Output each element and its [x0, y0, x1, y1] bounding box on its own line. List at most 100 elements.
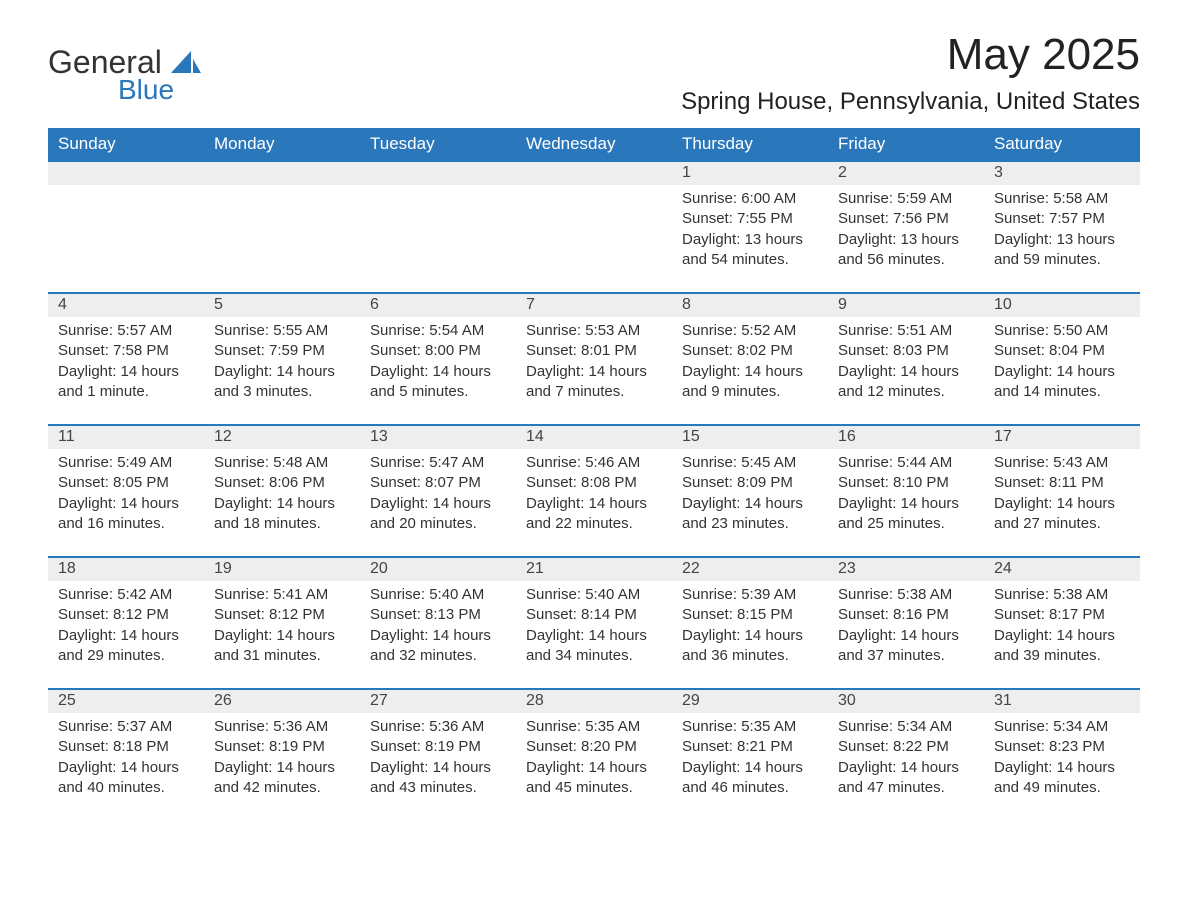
weekday-header: Saturday: [984, 128, 1140, 161]
sunrise-text: Sunrise: 5:48 AM: [214, 453, 350, 473]
day-number-cell: 21: [516, 557, 672, 581]
sunset-text: Sunset: 8:14 PM: [526, 605, 662, 625]
dl1-text: Daylight: 14 hours: [58, 494, 194, 514]
day-number-cell: 8: [672, 293, 828, 317]
sunrise-text: Sunrise: 5:54 AM: [370, 321, 506, 341]
dl1-text: Daylight: 14 hours: [526, 362, 662, 382]
sunrise-text: Sunrise: 5:52 AM: [682, 321, 818, 341]
dl1-text: Daylight: 14 hours: [58, 758, 194, 778]
dl2-text: and 40 minutes.: [58, 778, 194, 798]
weekday-header: Tuesday: [360, 128, 516, 161]
month-title: May 2025: [681, 30, 1140, 80]
day-detail-cell: Sunrise: 5:38 AMSunset: 8:17 PMDaylight:…: [984, 581, 1140, 689]
daynum-row: 18192021222324: [48, 557, 1140, 581]
detail-row: Sunrise: 5:42 AMSunset: 8:12 PMDaylight:…: [48, 581, 1140, 689]
day-detail-cell: Sunrise: 5:34 AMSunset: 8:23 PMDaylight:…: [984, 713, 1140, 821]
dl1-text: Daylight: 14 hours: [838, 362, 974, 382]
day-detail-cell: Sunrise: 5:48 AMSunset: 8:06 PMDaylight:…: [204, 449, 360, 557]
dl2-text: and 3 minutes.: [214, 382, 350, 402]
sunrise-text: Sunrise: 5:34 AM: [838, 717, 974, 737]
dl2-text: and 25 minutes.: [838, 514, 974, 534]
day-number-cell: 4: [48, 293, 204, 317]
day-number-cell: 23: [828, 557, 984, 581]
day-detail-cell: Sunrise: 6:00 AMSunset: 7:55 PMDaylight:…: [672, 185, 828, 293]
dl2-text: and 29 minutes.: [58, 646, 194, 666]
sunrise-text: Sunrise: 5:34 AM: [994, 717, 1130, 737]
day-detail-cell: Sunrise: 5:36 AMSunset: 8:19 PMDaylight:…: [204, 713, 360, 821]
sunrise-text: Sunrise: 5:59 AM: [838, 189, 974, 209]
sail-icon: [171, 46, 201, 78]
day-number-cell: 6: [360, 293, 516, 317]
sunset-text: Sunset: 8:21 PM: [682, 737, 818, 757]
sunset-text: Sunset: 8:23 PM: [994, 737, 1130, 757]
dl1-text: Daylight: 14 hours: [526, 626, 662, 646]
sunrise-text: Sunrise: 5:55 AM: [214, 321, 350, 341]
sunrise-text: Sunrise: 5:53 AM: [526, 321, 662, 341]
sunset-text: Sunset: 8:04 PM: [994, 341, 1130, 361]
dl2-text: and 31 minutes.: [214, 646, 350, 666]
dl2-text: and 14 minutes.: [994, 382, 1130, 402]
sunset-text: Sunset: 7:56 PM: [838, 209, 974, 229]
daynum-row: 45678910: [48, 293, 1140, 317]
dl1-text: Daylight: 14 hours: [682, 362, 818, 382]
dl2-text: and 47 minutes.: [838, 778, 974, 798]
sunrise-text: Sunrise: 5:37 AM: [58, 717, 194, 737]
day-number-cell: 22: [672, 557, 828, 581]
dl2-text: and 45 minutes.: [526, 778, 662, 798]
sunrise-text: Sunrise: 5:36 AM: [214, 717, 350, 737]
dl2-text: and 36 minutes.: [682, 646, 818, 666]
day-number-cell: 27: [360, 689, 516, 713]
dl1-text: Daylight: 14 hours: [994, 626, 1130, 646]
sunrise-text: Sunrise: 6:00 AM: [682, 189, 818, 209]
dl2-text: and 16 minutes.: [58, 514, 194, 534]
calendar-body: 123Sunrise: 6:00 AMSunset: 7:55 PMDaylig…: [48, 161, 1140, 821]
dl1-text: Daylight: 14 hours: [682, 494, 818, 514]
dl2-text: and 27 minutes.: [994, 514, 1130, 534]
detail-row: Sunrise: 5:57 AMSunset: 7:58 PMDaylight:…: [48, 317, 1140, 425]
dl2-text: and 22 minutes.: [526, 514, 662, 534]
day-number-cell: [204, 161, 360, 185]
dl2-text: and 49 minutes.: [994, 778, 1130, 798]
sunset-text: Sunset: 8:18 PM: [58, 737, 194, 757]
daynum-row: 123: [48, 161, 1140, 185]
day-detail-cell: Sunrise: 5:41 AMSunset: 8:12 PMDaylight:…: [204, 581, 360, 689]
day-detail-cell: Sunrise: 5:53 AMSunset: 8:01 PMDaylight:…: [516, 317, 672, 425]
day-number-cell: 12: [204, 425, 360, 449]
day-detail-cell: Sunrise: 5:55 AMSunset: 7:59 PMDaylight:…: [204, 317, 360, 425]
dl2-text: and 59 minutes.: [994, 250, 1130, 270]
dl1-text: Daylight: 14 hours: [994, 494, 1130, 514]
dl2-text: and 56 minutes.: [838, 250, 974, 270]
day-number-cell: [360, 161, 516, 185]
dl1-text: Daylight: 14 hours: [370, 758, 506, 778]
weekday-header: Friday: [828, 128, 984, 161]
day-number-cell: 24: [984, 557, 1140, 581]
sunset-text: Sunset: 8:22 PM: [838, 737, 974, 757]
sunset-text: Sunset: 8:02 PM: [682, 341, 818, 361]
day-number-cell: 11: [48, 425, 204, 449]
day-detail-cell: Sunrise: 5:46 AMSunset: 8:08 PMDaylight:…: [516, 449, 672, 557]
sunset-text: Sunset: 8:20 PM: [526, 737, 662, 757]
dl1-text: Daylight: 14 hours: [838, 494, 974, 514]
sunset-text: Sunset: 8:15 PM: [682, 605, 818, 625]
day-number-cell: 5: [204, 293, 360, 317]
day-detail-cell: [360, 185, 516, 293]
detail-row: Sunrise: 6:00 AMSunset: 7:55 PMDaylight:…: [48, 185, 1140, 293]
sunset-text: Sunset: 8:06 PM: [214, 473, 350, 493]
dl1-text: Daylight: 14 hours: [214, 362, 350, 382]
sunset-text: Sunset: 7:58 PM: [58, 341, 194, 361]
day-detail-cell: [48, 185, 204, 293]
day-detail-cell: Sunrise: 5:36 AMSunset: 8:19 PMDaylight:…: [360, 713, 516, 821]
dl1-text: Daylight: 14 hours: [526, 494, 662, 514]
day-detail-cell: Sunrise: 5:47 AMSunset: 8:07 PMDaylight:…: [360, 449, 516, 557]
sunset-text: Sunset: 8:16 PM: [838, 605, 974, 625]
sunrise-text: Sunrise: 5:45 AM: [682, 453, 818, 473]
sunset-text: Sunset: 8:19 PM: [214, 737, 350, 757]
sunrise-text: Sunrise: 5:44 AM: [838, 453, 974, 473]
weekday-header: Thursday: [672, 128, 828, 161]
dl2-text: and 9 minutes.: [682, 382, 818, 402]
sunset-text: Sunset: 8:00 PM: [370, 341, 506, 361]
day-number-cell: 26: [204, 689, 360, 713]
sunrise-text: Sunrise: 5:43 AM: [994, 453, 1130, 473]
dl1-text: Daylight: 14 hours: [370, 362, 506, 382]
sunset-text: Sunset: 8:01 PM: [526, 341, 662, 361]
